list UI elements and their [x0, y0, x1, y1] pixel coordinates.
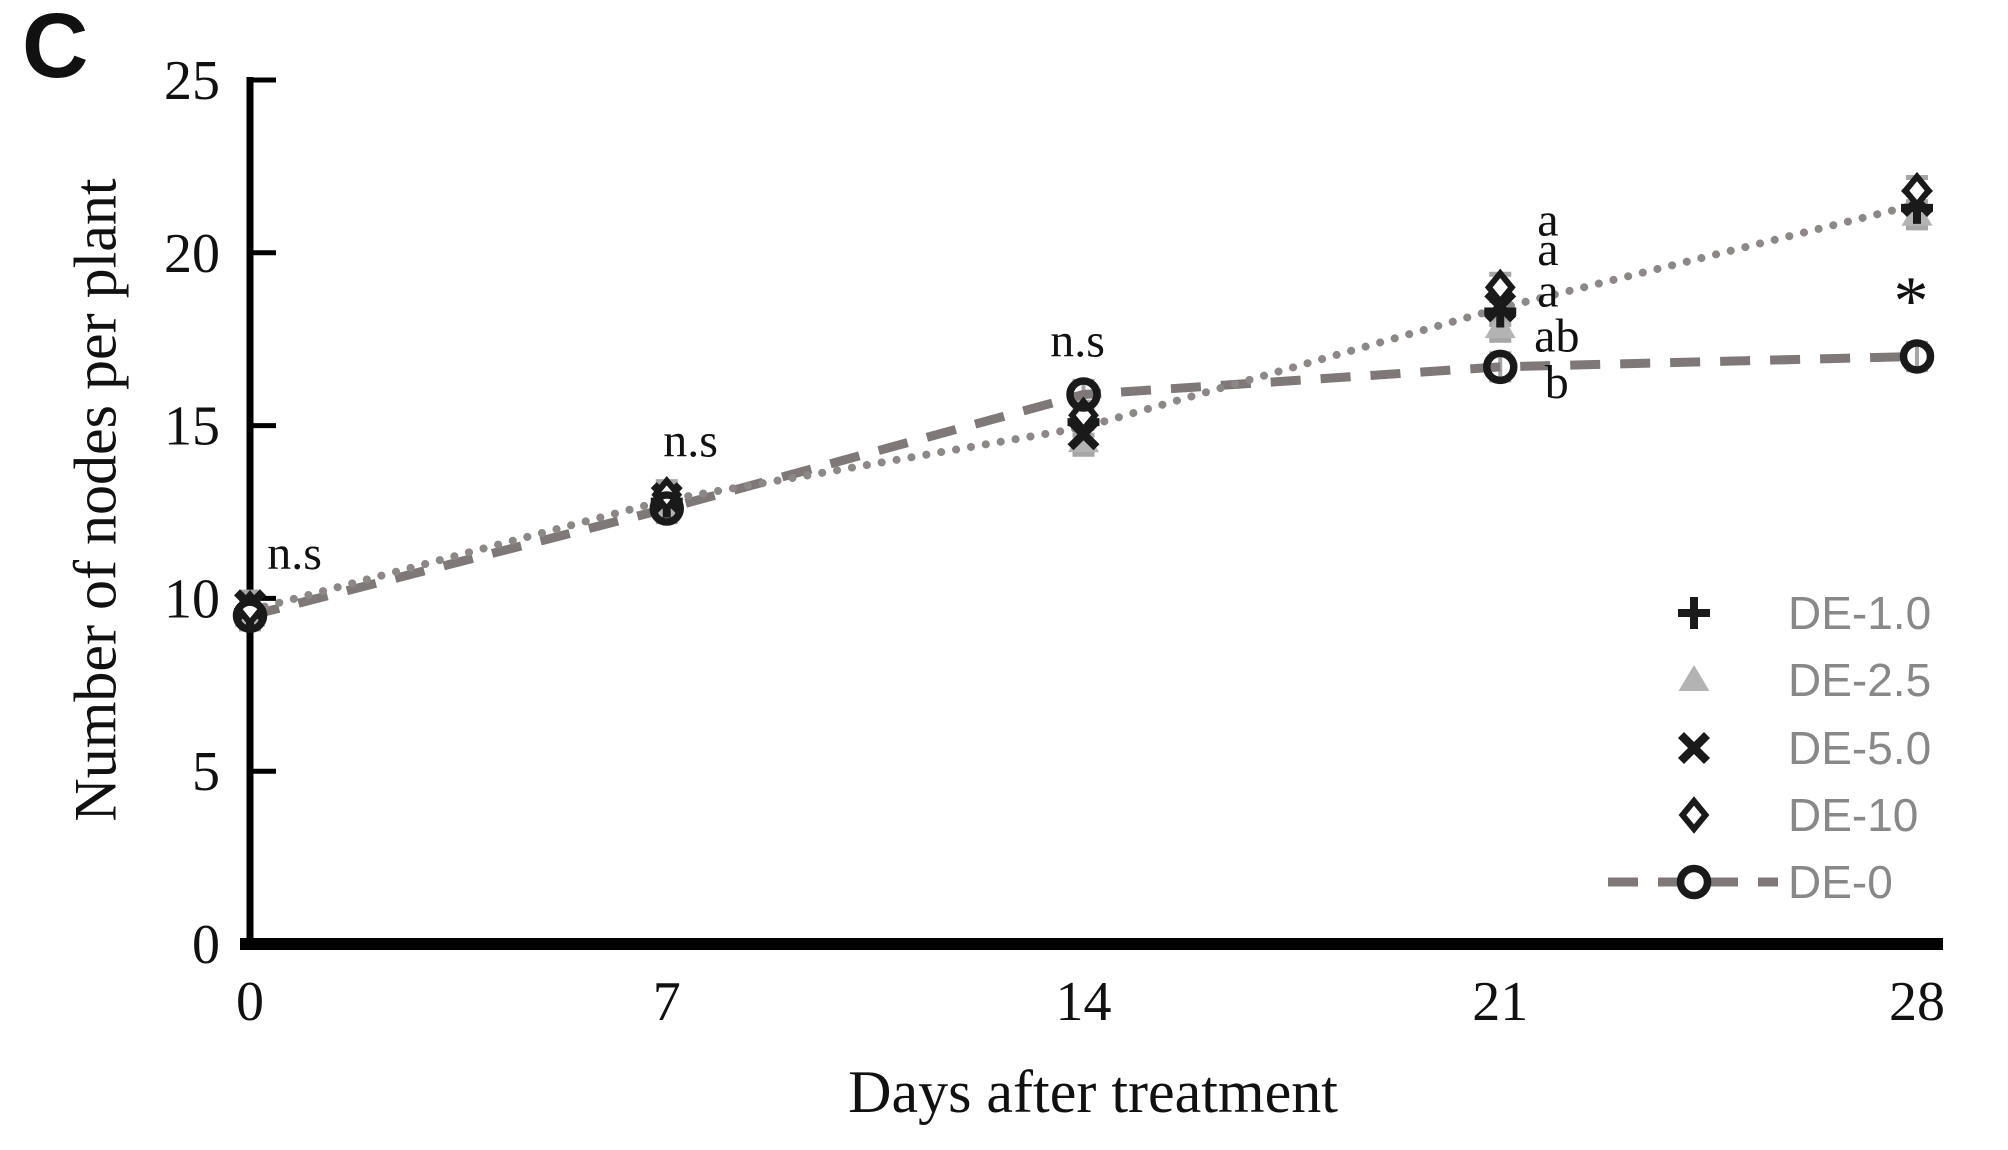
y-tick-label: 5: [192, 741, 220, 803]
significance-label: ab: [1534, 309, 1579, 362]
significance-label: b: [1545, 356, 1569, 409]
y-tick-label: 15: [164, 396, 220, 458]
axes: 0 5 10 15 20 25 0 7 14 21 28: [164, 50, 1945, 1033]
y-tick-label: 0: [192, 914, 220, 976]
legend-label: DE-5.0: [1788, 722, 1931, 774]
legend-item-DE-0: DE-0: [1608, 856, 1893, 908]
x-axis-title: Days after treatment: [848, 1059, 1338, 1125]
legend-item-DE-1.0: DE-1.0: [1678, 587, 1931, 639]
legend-item-DE-10: DE-10: [1678, 789, 1918, 841]
legend-item-DE-2.5: DE-2.5: [1678, 654, 1931, 706]
significance-label: n.s: [267, 527, 322, 580]
x-tick-label: 7: [653, 971, 681, 1033]
y-tick-label: 10: [164, 568, 220, 630]
legend-item-DE-5.0: DE-5.0: [1677, 722, 1931, 774]
dashed-line-DE-0: [248, 351, 1918, 621]
series-DE-0: [232, 339, 1935, 633]
panel-label: C: [22, 0, 89, 97]
y-tick-label: 25: [164, 50, 220, 112]
significance-label: a: [1537, 194, 1558, 247]
significance-label: n.s: [1050, 314, 1105, 367]
significance-label: a: [1537, 223, 1558, 276]
legend-label: DE-0: [1788, 856, 1893, 908]
series-DE-10: [234, 171, 1933, 628]
significance-label: *: [1894, 263, 1929, 340]
legend-label: DE-1.0: [1788, 587, 1931, 639]
x-tick-label: 21: [1472, 971, 1528, 1033]
legend: DE-1.0 DE-2.5 DE-5.0 DE-10 DE-0: [1608, 587, 1931, 908]
legend-label: DE-2.5: [1788, 654, 1931, 706]
x-tick-label: 28: [1889, 971, 1945, 1033]
x-tick-label: 14: [1056, 971, 1112, 1033]
significance-label: n.s: [663, 415, 718, 468]
x-tick-label: 0: [236, 971, 264, 1033]
legend-label: DE-10: [1788, 789, 1918, 841]
y-tick-label: 20: [164, 223, 220, 285]
significance-label: a: [1537, 264, 1558, 317]
dotted-trend-line: [246, 200, 1921, 615]
